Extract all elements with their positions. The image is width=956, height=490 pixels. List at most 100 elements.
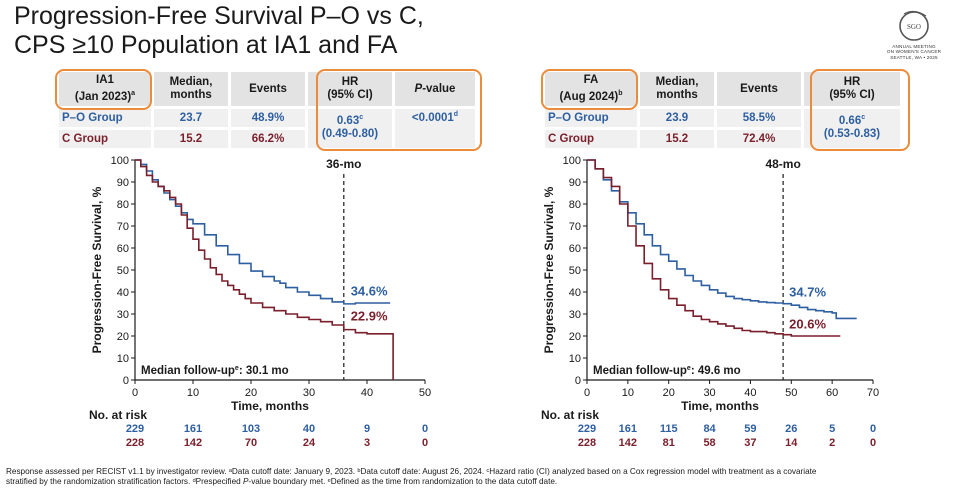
sgo-logo-icon: SGO [899,10,929,41]
ia1-risk-c-10: 142 [183,437,203,449]
fa-median-header: Median, months [640,72,714,106]
fa-c-events: 72.4% [717,130,801,148]
fa-events-header: Events [717,72,801,106]
ia1-pvalue: <0.0001d [395,109,475,148]
fa-risk-po-70: 0 [869,423,877,435]
fa-hr-highlight [810,69,910,151]
fa-risk-po-10: 161 [618,423,638,435]
footnote: Response assessed per RECIST v1.1 by inv… [6,467,950,487]
ia1-y-axis-label: Progression-Free Survival, % [90,186,104,353]
fa-po-events: 58.5% [717,109,801,127]
slide-title: Progression-Free Survival P–O vs C, CPS … [14,2,424,60]
ia1-risk-po-50: 0 [421,423,429,435]
fa-table: FA (Aug 2024)b Median, months Events HR (95… [542,69,903,151]
fa-median-followup-note: Median follow-upe: 49.6 mo [593,365,741,377]
fa-y-axis-label: Progression-Free Survival, % [542,186,556,353]
ia1-c-group: C Group [59,130,151,148]
fa-risk-po-20: 115 [659,423,678,435]
ia1-po-group: P–O Group [59,109,151,127]
fa-y-tick-label: 10 [569,353,581,365]
fa-x-tick-label: 70 [867,387,879,399]
ia1-risk-c-30: 24 [302,437,316,449]
fa-c-row: C Group 15.2 72.4% [545,130,900,148]
fa-risk-title: No. at risk [541,408,600,422]
fa-annotation-0: 34.7% [789,284,826,299]
fa-risk-c-60: 2 [829,437,836,449]
fa-y-tick-label: 30 [569,309,581,321]
ia1-y-tick-label: 40 [117,287,129,299]
ia1-x-tick-label: 50 [419,387,431,399]
fa-series-po-line [587,159,857,320]
ia1-annotation-1: 22.9% [351,309,388,324]
ia1-risk-po-40: 9 [363,423,371,435]
logo-brand: SGO [907,23,921,31]
fa-po-row: P–O Group 23.9 58.5% 0.66c (0.53-0.83) [545,109,900,148]
ia1-events-header: Events [231,72,305,106]
fa-y-tick-label: 0 [575,375,581,387]
ia1-x-axis-label: Time, months [231,399,309,413]
fa-risk-c-10: 142 [618,437,638,449]
ia1-risk-c-50: 0 [421,437,429,449]
ia1-c-median: 15.2 [154,130,228,148]
fa-x-axis-label: Time, months [681,399,759,413]
fa-x-tick-label: 10 [622,387,634,399]
ia1-landmark-label: 36-mo [326,157,361,171]
ia1-x-tick-label: 30 [303,387,315,399]
ia1-risk-po-30: 40 [302,423,316,435]
fa-risk-c-50: 14 [785,437,798,449]
ia1-risk-c-40: 3 [363,437,371,449]
fa-x-tick-label: 50 [785,387,797,399]
logo-line2: ON WOMEN'S CANCER [886,49,942,55]
fa-y-tick-label: 80 [569,199,581,211]
fa-po-group: P–O Group [545,109,637,127]
ia1-median-followup-note: Median follow-upe: 30.1 mo [141,365,289,377]
fa-risk-c-40: 37 [744,437,757,449]
ia1-po-events: 48.9% [231,109,305,127]
fa-y-tick-label: 90 [569,177,581,189]
ia1-y-tick-label: 20 [117,331,129,343]
fa-analysis-header: FA (Aug 2024)b [545,72,637,106]
fa-x-tick-label: 30 [703,387,715,399]
ia1-risk-c-20: 70 [244,437,258,449]
ia1-y-tick-label: 90 [117,177,129,189]
ia1-annotation-0: 34.6% [351,283,388,298]
fa-landmark-label: 48-mo [765,157,800,171]
fa-risk-c-20: 81 [662,437,675,449]
fa-hr-header: HR (95% CI) [804,72,900,106]
fa-risk-c-0: 228 [577,437,597,449]
ia1-series-po-line [135,159,391,305]
fa-risk-po-40: 59 [744,423,757,435]
ia1-series-c-line [135,159,394,380]
fa-y-tick-label: 20 [569,331,581,343]
footnote-line1: Response assessed per RECIST v1.1 by inv… [6,467,817,476]
fa-risk-c-30: 58 [703,437,716,449]
fa-x-tick-label: 60 [826,387,838,399]
ia1-x-tick-label: 20 [245,387,257,399]
ia1-y-tick-label: 30 [117,309,129,321]
ia1-y-tick-label: 80 [117,199,129,211]
fa-analysis-highlight [541,69,638,110]
ia1-hr-highlight [316,69,482,151]
ia1-header-row: IA1 (Jan 2023)a Median, months Events HR (9… [59,72,475,106]
fa-c-group: C Group [545,130,637,148]
ia1-risk-po-20: 103 [241,423,261,435]
fa-risk-po-60: 5 [829,423,836,435]
ia1-pvalue-header: P-value [395,72,475,106]
fa-x-tick-label: 0 [584,387,590,399]
logo-caption: ANNUAL MEETING ON WOMEN'S CANCER SEATTLE… [872,44,956,60]
ia1-c-row: C Group 15.2 66.2% [59,130,475,148]
ia1-y-tick-label: 60 [117,243,129,255]
fa-po-median: 23.9 [640,109,714,127]
fa-annotation-1: 20.6% [789,316,826,331]
fa-risk-c-70: 0 [869,437,877,449]
fa-y-tick-label: 70 [569,221,581,233]
fa-y-tick-label: 60 [569,243,581,255]
ia1-y-tick-label: 70 [117,221,129,233]
ia1-c-events: 66.2% [231,130,305,148]
fa-x-tick-label: 40 [744,387,756,399]
logo-line3: SEATTLE, WA • 2025 [890,54,938,60]
ia1-table: IA1 (Jan 2023)a Median, months Events HR (9… [56,69,478,151]
ia1-x-tick-label: 0 [132,387,138,399]
fa-header-row: FA (Aug 2024)b Median, months Events HR (95… [545,72,900,106]
